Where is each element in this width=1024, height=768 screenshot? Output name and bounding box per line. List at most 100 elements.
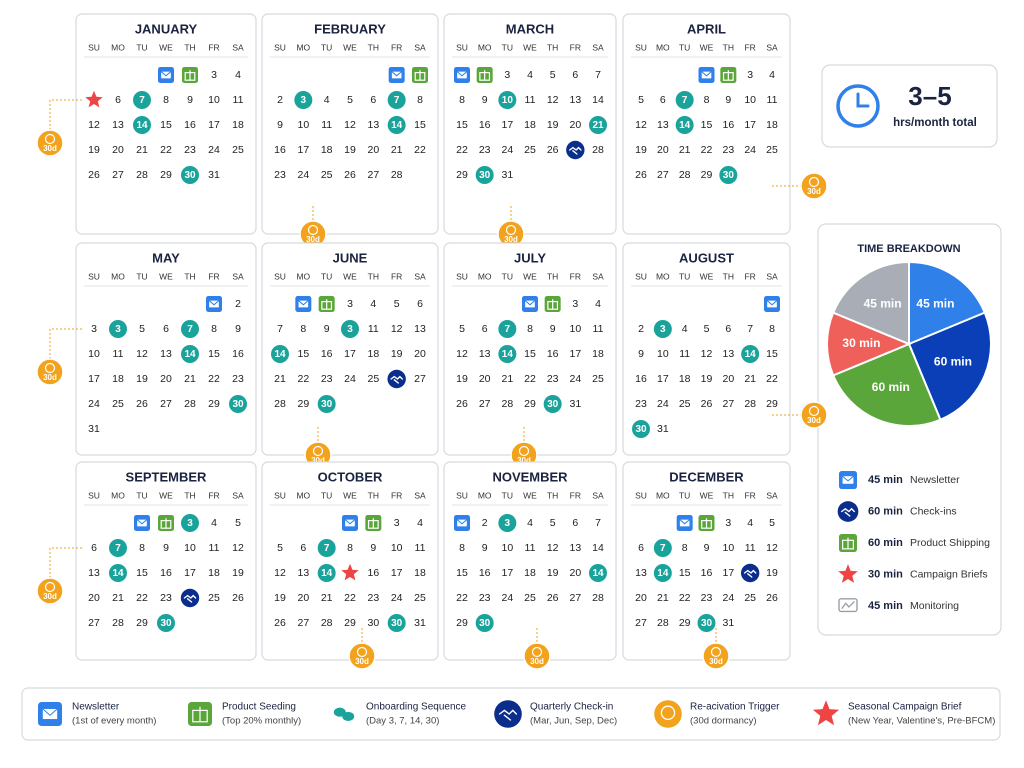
month-name: JANUARY <box>135 21 198 36</box>
month-name: NOVEMBER <box>492 469 568 484</box>
teal-day <box>317 395 336 413</box>
gift-icon <box>182 67 198 83</box>
day: 4 <box>324 94 330 106</box>
day: 27 <box>569 592 581 604</box>
day: 16 <box>160 567 172 579</box>
day: 27 <box>88 617 100 629</box>
month-name: SEPTEMBER <box>126 469 208 484</box>
day: 14 <box>112 568 124 579</box>
day: 24 <box>722 592 734 604</box>
day: 6 <box>660 94 666 106</box>
weekday: MO <box>296 271 310 281</box>
day: 22 <box>136 592 148 604</box>
legend-subtitle: (Top 20% monthly) <box>222 716 301 727</box>
breakdown-amount: 60 min <box>868 537 903 549</box>
day: 21 <box>391 144 403 156</box>
day: 25 <box>112 398 124 410</box>
legend-title: Product Seeding <box>222 702 296 713</box>
weekday: FR <box>391 490 402 500</box>
day: 21 <box>679 144 691 156</box>
mail-icon <box>342 515 358 531</box>
day: 10 <box>744 94 756 106</box>
day: 29 <box>456 617 468 629</box>
badge-label: 30d <box>306 235 320 244</box>
day: 14 <box>679 120 691 131</box>
day: 31 <box>722 617 734 629</box>
day: 14 <box>502 349 514 360</box>
mon-line <box>841 601 855 610</box>
weekday: FR <box>744 490 755 500</box>
day: 3 <box>91 323 97 335</box>
day: 4 <box>747 517 753 529</box>
breakdown-amount: 60 min <box>868 505 903 517</box>
day: 12 <box>456 348 468 360</box>
day: 16 <box>635 373 647 385</box>
day: 7 <box>747 323 753 335</box>
mail-flap <box>344 519 356 525</box>
weekday: WE <box>159 490 173 500</box>
teal-day <box>675 116 694 134</box>
gift-icon <box>365 515 382 531</box>
legend-subtitle: (Mar, Jun, Sep, Dec) <box>530 716 617 727</box>
handshake-icon <box>387 369 406 389</box>
day: 22 <box>524 373 536 385</box>
day: 4 <box>527 517 533 529</box>
day: 12 <box>136 348 148 360</box>
day: 5 <box>459 323 465 335</box>
weekday: FR <box>744 271 755 281</box>
day: 21 <box>657 592 669 604</box>
weekday: SA <box>232 42 244 52</box>
day: 19 <box>701 373 713 385</box>
month-name: MAY <box>152 250 180 265</box>
legend-title: Re-acivation Trigger <box>690 702 780 713</box>
weekday: WE <box>523 42 537 52</box>
weekday: FR <box>391 271 402 281</box>
day: 17 <box>88 373 100 385</box>
day: 29 <box>766 398 778 410</box>
badge-connector <box>49 547 82 578</box>
day: 24 <box>744 144 756 156</box>
day: 19 <box>344 144 356 156</box>
total-value: 3–5 <box>908 81 951 111</box>
day: 9 <box>482 94 488 106</box>
day: 19 <box>547 119 559 131</box>
day: 30 <box>723 170 735 181</box>
mail-icon <box>158 67 174 83</box>
teal-day <box>181 320 199 338</box>
day: 31 <box>88 423 100 435</box>
month-name: MARCH <box>506 21 554 36</box>
day: 9 <box>277 119 283 131</box>
day: 10 <box>208 94 220 106</box>
hs-shape <box>390 375 403 384</box>
day: 12 <box>635 119 647 131</box>
clock-hands <box>856 92 870 108</box>
gift-icon <box>839 534 857 552</box>
gift-icon <box>720 67 737 83</box>
day: 26 <box>547 144 559 156</box>
day: 3 <box>572 298 578 310</box>
day: 30 <box>367 617 379 629</box>
weekday: MO <box>111 42 125 52</box>
month-name: AUGUST <box>679 250 734 265</box>
day: 23 <box>274 169 286 181</box>
day: 30 <box>391 618 403 629</box>
day: 13 <box>479 348 491 360</box>
breakdown-name: Newsletter <box>910 474 960 486</box>
hs-shape <box>498 709 518 721</box>
day: 13 <box>635 567 647 579</box>
weekday: TH <box>184 490 195 500</box>
handshake-icon <box>180 588 200 608</box>
day: 20 <box>569 119 581 131</box>
badge-clock <box>660 705 676 721</box>
day: 23 <box>367 592 379 604</box>
day: 27 <box>414 373 426 385</box>
day: 18 <box>367 348 379 360</box>
hs-shape <box>841 507 855 517</box>
teal-day <box>498 91 517 109</box>
day: 14 <box>274 349 286 360</box>
weekday: SA <box>232 271 244 281</box>
day: 24 <box>391 592 403 604</box>
day: 19 <box>88 144 100 156</box>
day: 6 <box>370 94 376 106</box>
legend-title: Seasonal Campaign Brief <box>848 702 962 713</box>
